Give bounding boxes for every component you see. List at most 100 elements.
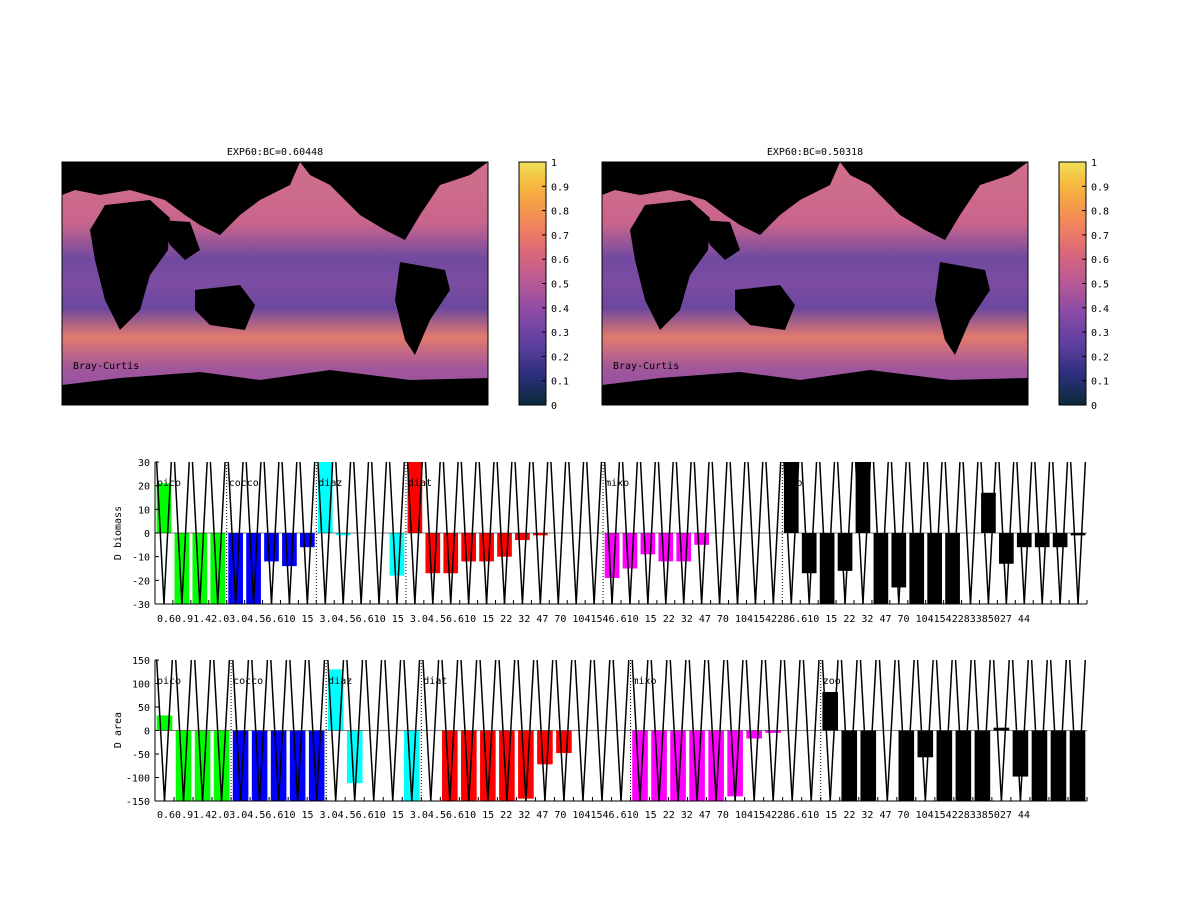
bar-mixo <box>622 533 638 569</box>
bar-zoo <box>927 533 943 604</box>
map-2-title: EXP60:BC=0.50318 <box>767 147 863 158</box>
group-label-zoo: zoo <box>823 676 841 687</box>
group-label-cocco: cocco <box>229 478 259 489</box>
bar-zoo <box>974 730 991 801</box>
bar-cocco <box>251 730 268 801</box>
bar-mixo <box>632 730 648 801</box>
bar-diat <box>518 730 534 799</box>
bar-zoo <box>936 730 953 801</box>
group-label-pico: pico <box>157 478 181 489</box>
y-tick-label: 0 <box>144 727 150 738</box>
colorbar-tick-label: 0 <box>1091 401 1097 412</box>
bar-zoo <box>1016 533 1032 548</box>
bar-zoo <box>917 730 934 758</box>
bar-zoo <box>873 533 889 604</box>
bar-zoo <box>1012 730 1029 777</box>
group-label-pico: pico <box>157 676 181 687</box>
bar-diat <box>499 730 515 801</box>
chart-1-ylabel: D biomass <box>113 506 124 560</box>
bar-diat <box>480 730 496 801</box>
y-tick-label: -100 <box>126 774 150 785</box>
bar-zoo <box>801 533 817 574</box>
bar-cocco <box>270 730 287 801</box>
group-label-diat: diat <box>408 478 432 489</box>
bar-zoo <box>993 727 1010 731</box>
bar-pico <box>213 730 230 801</box>
bar-zoo <box>1034 533 1050 548</box>
colorbar-tick-label: 0.2 <box>1091 352 1109 363</box>
colorbar-tick-label: 0.1 <box>1091 377 1109 388</box>
map-1-continents <box>62 162 488 405</box>
y-tick-label: -150 <box>126 797 150 808</box>
bar-zoo <box>998 533 1014 564</box>
bar-chart-area: D area pico cocco diaz diat mixo zoo 150 100 50 0… <box>113 656 1088 821</box>
bar-diaz <box>403 730 420 801</box>
bar-diat <box>537 730 553 765</box>
colorbar-tick-label: 0.9 <box>551 182 569 193</box>
bar-zoo <box>955 730 972 801</box>
bar-zoo <box>1052 533 1068 548</box>
bar-zoo <box>1069 730 1086 801</box>
map-1-title: EXP60:BC=0.60448 <box>227 147 323 158</box>
y-tick-label: 50 <box>138 703 150 714</box>
bar-cocco <box>264 533 279 562</box>
chart-1-axes: pico cocco diaz diat mixo zoo 30 20 10 0 -10 -20 -30 <box>132 458 1088 611</box>
y-tick-label: -10 <box>132 553 150 564</box>
bar-mixo <box>676 533 692 562</box>
bar-zoo <box>898 730 915 801</box>
bar-mixo <box>746 730 762 739</box>
bar-mixo <box>708 730 724 801</box>
bar-pico <box>210 533 226 604</box>
colorbar-2-ticks: 1 0.9 0.8 0.7 0.6 0.5 0.4 0.3 0.2 0.1 0 <box>1082 158 1109 412</box>
map-panel-2: EXP60:BC=0.50318 Bray-Curtis <box>601 147 1029 406</box>
bar-zoo <box>1050 730 1067 801</box>
bar-diat <box>515 533 530 541</box>
bar-diat <box>461 730 477 801</box>
bar-cocco <box>246 533 261 604</box>
bar-diat <box>556 730 572 754</box>
bar-zoo <box>1031 730 1048 801</box>
bar-diat <box>442 730 458 801</box>
colorbar-tick-label: 0.2 <box>551 352 569 363</box>
bar-pico <box>192 533 208 604</box>
chart-2-axes: pico cocco diaz diat mixo zoo 150 100 50 0 -50 -100… <box>126 656 1088 808</box>
bar-diaz <box>327 669 344 731</box>
y-tick-label: 20 <box>138 482 150 493</box>
group-label-diaz: diaz <box>328 676 352 687</box>
colorbar-tick-label: 0.7 <box>551 231 569 242</box>
bar-mixo <box>604 533 620 578</box>
bar-zoo <box>783 462 799 533</box>
y-tick-label: 100 <box>132 680 150 691</box>
chart-2-xticklabels: 0.60.91.42.03.04.56.610 15 3.04.56.610 1… <box>157 810 1030 821</box>
y-tick-label: 150 <box>132 656 150 667</box>
map-1-label: Bray-Curtis <box>73 361 139 372</box>
y-tick-label: -30 <box>132 600 150 611</box>
bar-diaz <box>346 730 363 784</box>
bar-cocco <box>308 730 325 801</box>
bar-mixo <box>765 730 781 733</box>
bar-diaz <box>317 462 333 533</box>
colorbar-tick-label: 0.8 <box>1091 207 1109 218</box>
bar-zoo <box>909 533 925 604</box>
bar-cocco <box>299 533 315 548</box>
bar-diat <box>407 462 423 533</box>
colorbar-tick-label: 0 <box>551 401 557 412</box>
group-label-diaz: diaz <box>318 478 342 489</box>
colorbar-tick-label: 0.8 <box>551 207 569 218</box>
group-label-diat: diat <box>423 676 447 687</box>
y-tick-label: -50 <box>132 750 150 761</box>
bar-zoo <box>837 533 853 571</box>
bar-zoo <box>945 533 960 604</box>
bar-diat <box>497 533 512 557</box>
colorbar-tick-label: 0.7 <box>1091 231 1109 242</box>
map-2-continents <box>602 162 1028 405</box>
bar-mixo <box>658 533 674 562</box>
bar-diat <box>532 533 548 536</box>
bar-mixo <box>670 730 686 801</box>
group-label-mixo: mixo <box>633 676 657 687</box>
bar-cocco <box>228 533 244 604</box>
colorbar-tick-label: 1 <box>551 158 557 169</box>
group-label-zoo: zoo <box>784 478 802 489</box>
bar-mixo <box>727 730 743 797</box>
